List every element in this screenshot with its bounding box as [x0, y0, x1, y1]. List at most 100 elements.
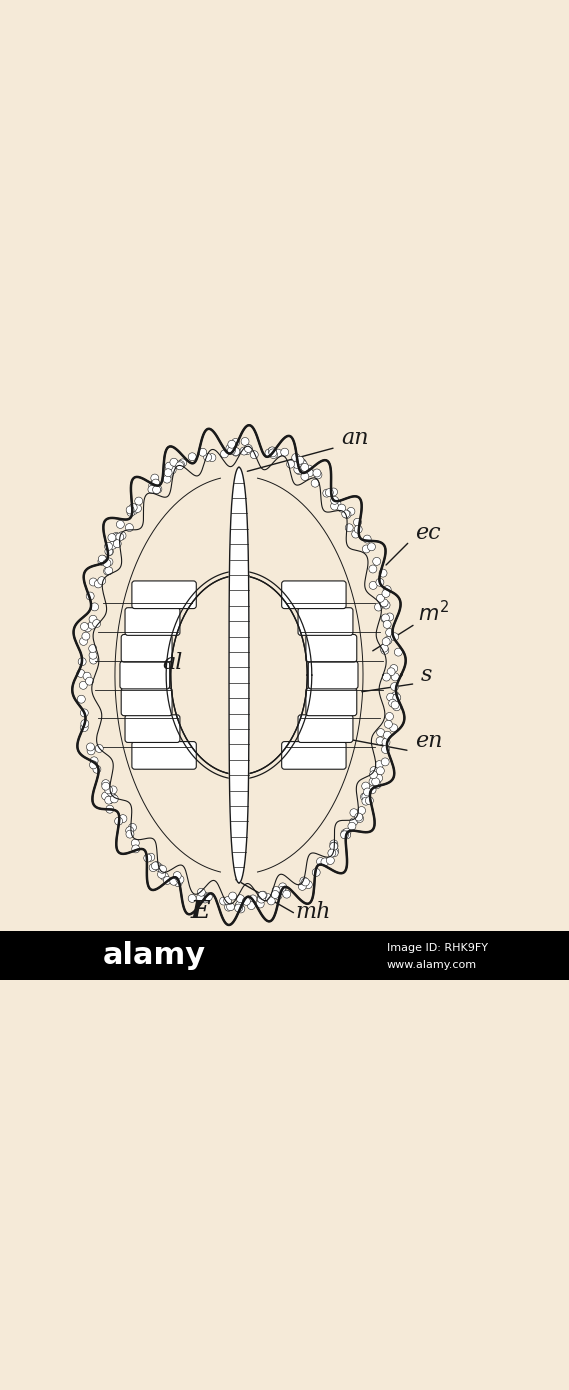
Circle shape: [354, 813, 362, 821]
FancyBboxPatch shape: [298, 714, 353, 742]
Circle shape: [98, 557, 106, 566]
Circle shape: [78, 657, 86, 666]
Circle shape: [350, 817, 358, 826]
Circle shape: [384, 731, 391, 739]
Circle shape: [237, 905, 245, 913]
Circle shape: [221, 450, 229, 457]
Circle shape: [129, 823, 137, 831]
Circle shape: [343, 510, 351, 518]
Circle shape: [391, 701, 399, 709]
Circle shape: [353, 518, 361, 527]
Circle shape: [370, 766, 378, 774]
Circle shape: [148, 485, 156, 493]
Circle shape: [234, 904, 242, 912]
Circle shape: [77, 670, 85, 677]
FancyBboxPatch shape: [121, 634, 172, 662]
Circle shape: [158, 870, 166, 878]
Circle shape: [112, 532, 120, 541]
Circle shape: [126, 506, 134, 514]
Circle shape: [250, 450, 258, 459]
Circle shape: [204, 892, 212, 901]
Circle shape: [325, 488, 333, 496]
Circle shape: [330, 849, 338, 856]
Circle shape: [316, 858, 324, 866]
Circle shape: [292, 453, 300, 461]
Circle shape: [376, 767, 384, 774]
Circle shape: [87, 745, 95, 753]
Circle shape: [152, 485, 160, 493]
Circle shape: [389, 699, 397, 708]
Circle shape: [249, 895, 257, 904]
Circle shape: [164, 468, 172, 477]
Circle shape: [357, 806, 365, 815]
Circle shape: [330, 842, 338, 851]
Circle shape: [369, 777, 377, 785]
Circle shape: [377, 728, 385, 737]
Circle shape: [364, 788, 372, 796]
Circle shape: [363, 535, 371, 543]
Circle shape: [104, 567, 112, 575]
Circle shape: [374, 603, 382, 612]
Circle shape: [244, 445, 252, 453]
Circle shape: [80, 638, 88, 645]
Circle shape: [257, 892, 265, 899]
Circle shape: [90, 603, 98, 610]
Circle shape: [80, 623, 88, 631]
Circle shape: [173, 872, 181, 880]
Circle shape: [163, 475, 171, 484]
FancyBboxPatch shape: [298, 607, 353, 635]
Circle shape: [328, 849, 336, 858]
Circle shape: [272, 887, 280, 895]
Circle shape: [362, 798, 370, 805]
Circle shape: [89, 760, 97, 769]
Circle shape: [176, 876, 184, 884]
Circle shape: [391, 673, 399, 681]
Circle shape: [377, 595, 385, 602]
FancyBboxPatch shape: [282, 742, 346, 769]
Circle shape: [197, 888, 205, 897]
Circle shape: [341, 831, 349, 838]
Circle shape: [241, 438, 249, 445]
FancyBboxPatch shape: [282, 581, 346, 609]
Circle shape: [327, 856, 335, 865]
Circle shape: [267, 897, 275, 905]
Circle shape: [352, 530, 360, 538]
Circle shape: [343, 831, 351, 840]
Circle shape: [393, 703, 401, 710]
Circle shape: [372, 778, 380, 785]
Circle shape: [113, 539, 121, 548]
Circle shape: [176, 460, 184, 468]
Circle shape: [100, 556, 108, 564]
Circle shape: [79, 681, 87, 689]
Circle shape: [368, 543, 376, 550]
Circle shape: [374, 774, 382, 783]
Circle shape: [379, 569, 387, 577]
Circle shape: [298, 459, 306, 467]
Circle shape: [102, 792, 110, 799]
Circle shape: [268, 446, 276, 455]
Circle shape: [151, 480, 159, 488]
Circle shape: [391, 632, 399, 641]
Circle shape: [93, 620, 101, 627]
Circle shape: [376, 737, 384, 745]
Circle shape: [236, 895, 244, 902]
Circle shape: [345, 524, 353, 532]
Circle shape: [269, 449, 277, 457]
Circle shape: [295, 467, 303, 474]
Circle shape: [152, 486, 160, 493]
Circle shape: [174, 878, 182, 887]
Circle shape: [274, 449, 282, 457]
Circle shape: [314, 471, 322, 480]
Circle shape: [385, 713, 393, 720]
Circle shape: [232, 448, 240, 456]
Circle shape: [163, 877, 171, 884]
Circle shape: [152, 862, 160, 870]
Text: s: s: [421, 664, 432, 685]
Circle shape: [384, 637, 392, 645]
Circle shape: [373, 781, 381, 788]
Text: ec: ec: [415, 521, 441, 543]
Circle shape: [301, 463, 309, 471]
Circle shape: [376, 578, 384, 587]
Circle shape: [331, 496, 339, 505]
Circle shape: [105, 557, 113, 566]
